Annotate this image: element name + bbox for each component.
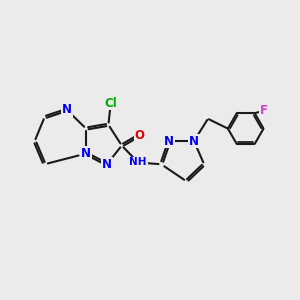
Text: N: N xyxy=(81,147,91,160)
Text: N: N xyxy=(102,158,112,171)
Text: F: F xyxy=(260,104,268,117)
Text: O: O xyxy=(135,129,145,142)
Text: N: N xyxy=(189,135,199,148)
Text: Cl: Cl xyxy=(104,97,117,110)
Text: N: N xyxy=(62,103,72,116)
Text: NH: NH xyxy=(129,158,147,167)
Text: N: N xyxy=(164,135,174,148)
